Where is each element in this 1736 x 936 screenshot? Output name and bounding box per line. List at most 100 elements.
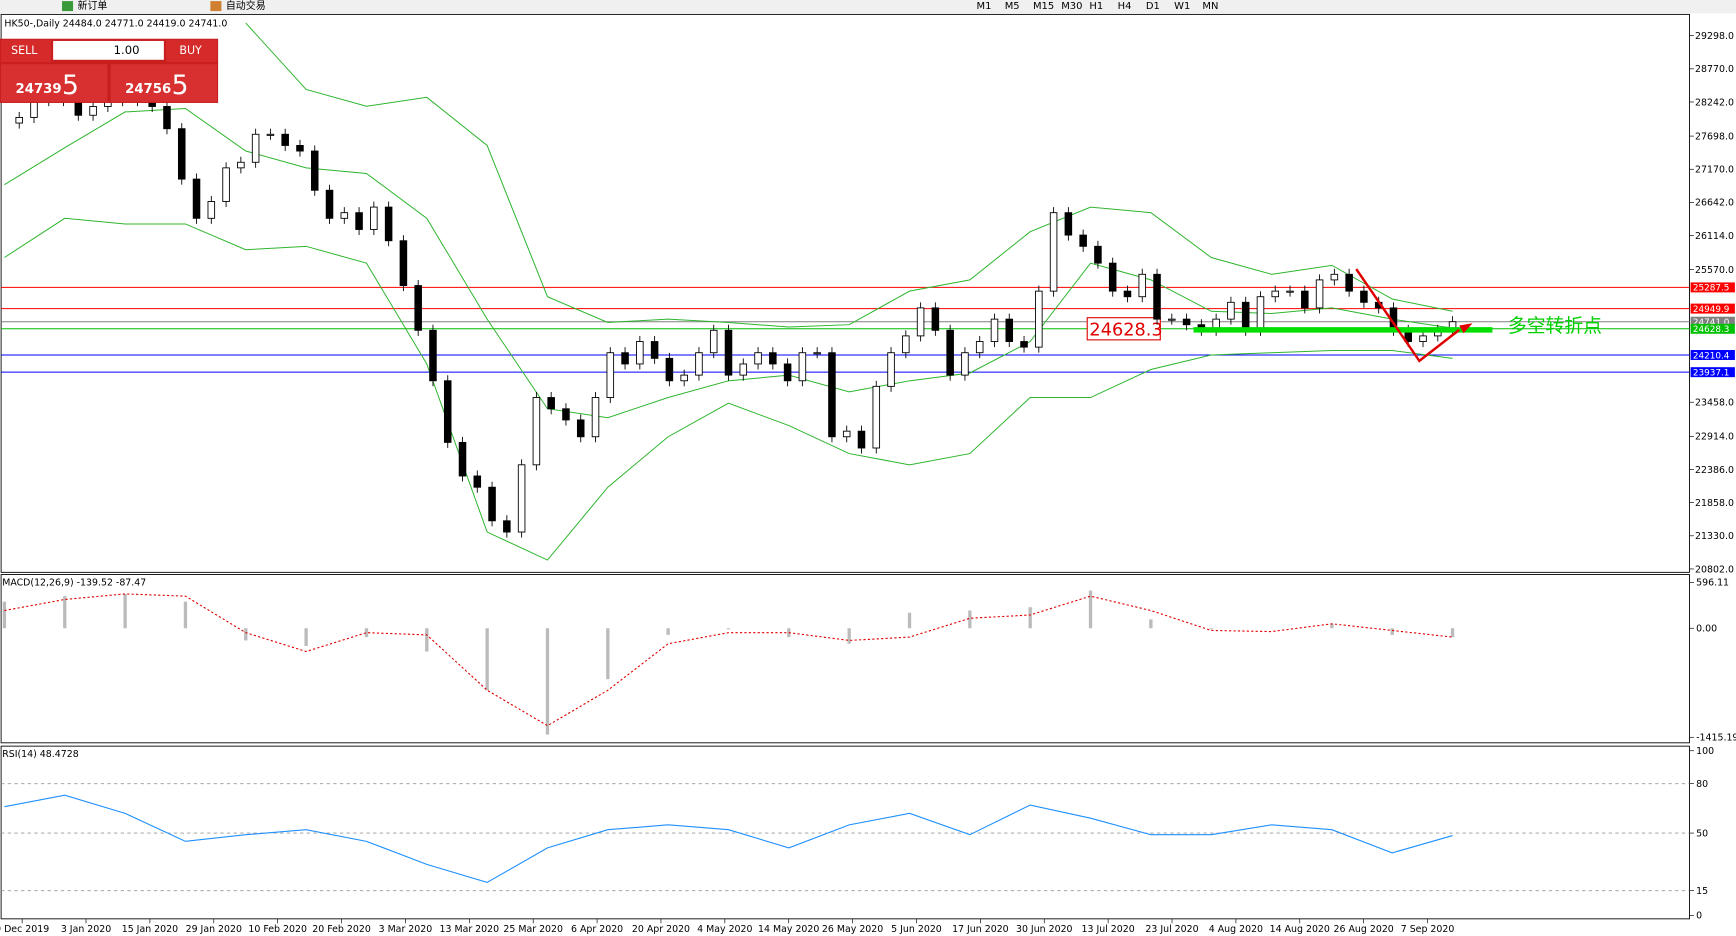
- x-tick-label: 4 Aug 2020: [1209, 924, 1263, 935]
- price-level-tag: [1690, 316, 1735, 327]
- y-tick-label: 28770.0: [1695, 64, 1734, 75]
- toolbar: [0, 0, 1736, 14]
- candle-body: [1315, 279, 1324, 309]
- x-tick-label: 26 Aug 2020: [1334, 924, 1394, 935]
- candle-body: [1108, 262, 1117, 292]
- macd-bar: [244, 628, 248, 641]
- y-tick-label: 20802.0: [1695, 564, 1734, 575]
- macd-bar: [1330, 623, 1334, 629]
- ask-pips[interactable]: 5: [172, 70, 189, 101]
- candle-body: [1020, 341, 1028, 348]
- candle-body: [163, 106, 171, 130]
- macd-bar: [907, 612, 912, 629]
- candle-body: [887, 352, 895, 387]
- price-level-label: 24210.4: [1693, 351, 1730, 361]
- macd-bar: [485, 628, 489, 691]
- candle-body: [547, 397, 555, 410]
- buy-button[interactable]: [166, 39, 217, 62]
- timeframe-button[interactable]: H1: [1089, 1, 1103, 12]
- candle-body: [1286, 290, 1294, 293]
- timeframe-button[interactable]: M15: [1033, 1, 1054, 12]
- timeframe-button[interactable]: D1: [1146, 1, 1160, 12]
- candle-body: [517, 464, 526, 533]
- sell-label[interactable]: SELL: [11, 44, 38, 57]
- price-level-tag: [1690, 303, 1735, 314]
- price-panel: [0, 13, 1690, 573]
- candle-body: [650, 341, 659, 359]
- candle-body: [15, 117, 23, 124]
- candle-body: [1256, 296, 1265, 331]
- macd-signal: [4, 593, 1453, 727]
- sell-button[interactable]: [1, 39, 51, 62]
- candle-body: [266, 133, 275, 136]
- candle-body: [857, 430, 866, 449]
- timeframe-button[interactable]: M1: [977, 1, 992, 12]
- macd-label: MACD(12,26,9) -139.52 -87.47: [2, 578, 146, 589]
- auto-trading-button[interactable]: 自动交易: [226, 0, 266, 12]
- timeframe-button[interactable]: H4: [1118, 1, 1132, 12]
- price-level-label: 23937.1: [1693, 368, 1730, 378]
- new-order-button[interactable]: 新订单: [78, 0, 108, 12]
- bid-pips[interactable]: 5: [62, 70, 79, 101]
- candle-body: [606, 352, 615, 398]
- x-tick-label: 13 Mar 2020: [439, 924, 499, 935]
- y-tick-label: 28242.0: [1695, 97, 1734, 108]
- ask-box[interactable]: [110, 64, 217, 102]
- candle-body: [503, 520, 511, 533]
- candle-body: [207, 201, 216, 219]
- x-tick-label: 23 Jul 2020: [1145, 924, 1198, 935]
- candle-body: [724, 329, 733, 376]
- lots-value[interactable]: 1.00: [114, 43, 140, 57]
- macd-bar: [123, 593, 127, 629]
- candle-body: [192, 178, 201, 219]
- macd-bar: [1450, 628, 1455, 638]
- y-tick-label: 25570.0: [1695, 265, 1734, 276]
- one-click-trading: SELL 1.00 BUY 24739 5 24756 5: [0, 38, 219, 103]
- y-tick-label: 26642.0: [1695, 198, 1734, 209]
- macd-bar: [425, 628, 429, 652]
- timeframe-button[interactable]: W1: [1174, 1, 1190, 12]
- candle-body: [1360, 290, 1368, 303]
- auto-trading-icon[interactable]: [210, 1, 222, 12]
- candle-body: [429, 329, 437, 382]
- candle-body: [310, 150, 319, 191]
- x-tick-label: 14 Aug 2020: [1270, 924, 1330, 935]
- candle-body: [281, 133, 289, 146]
- macd-bar: [666, 628, 670, 635]
- x-tick-label: 25 Mar 2020: [503, 924, 563, 935]
- timeframe-button[interactable]: M5: [1005, 1, 1020, 12]
- candle-body: [340, 212, 349, 219]
- candle-body: [414, 285, 422, 331]
- candle-body: [990, 318, 999, 342]
- timeframe-button[interactable]: M30: [1061, 1, 1082, 12]
- macd-bar: [63, 596, 67, 629]
- candle-body: [89, 106, 97, 116]
- candle-body: [769, 352, 777, 365]
- macd-bar: [1209, 628, 1213, 630]
- candle-body: [695, 352, 703, 376]
- new-order-icon[interactable]: [62, 1, 74, 12]
- macd-bar: [2, 601, 7, 629]
- y-tick-label: 100: [1696, 746, 1714, 757]
- timeframe-button[interactable]: MN: [1202, 1, 1218, 12]
- macd-bar: [847, 628, 851, 644]
- candle-body: [237, 161, 245, 169]
- lots-input[interactable]: [53, 40, 164, 60]
- candle-body: [576, 419, 585, 438]
- bollinger-band: [4, 107, 1453, 419]
- y-tick-label: 27170.0: [1695, 165, 1734, 176]
- y-tick-label: 26114.0: [1695, 231, 1734, 242]
- price-level-tag: [1690, 367, 1735, 378]
- macd-bar: [1390, 628, 1394, 635]
- bid-box[interactable]: [1, 64, 108, 102]
- ask-main[interactable]: 24756: [125, 82, 171, 97]
- x-tick-label: 6 Apr 2020: [571, 924, 623, 935]
- macd-plot: 596.11 0.00 -1415.19: [2, 578, 1736, 744]
- buy-label[interactable]: BUY: [179, 44, 202, 57]
- bid-main[interactable]: 24739: [16, 82, 62, 97]
- macd-bar: [304, 628, 308, 646]
- candle-body: [946, 329, 954, 376]
- candle-body: [296, 145, 304, 152]
